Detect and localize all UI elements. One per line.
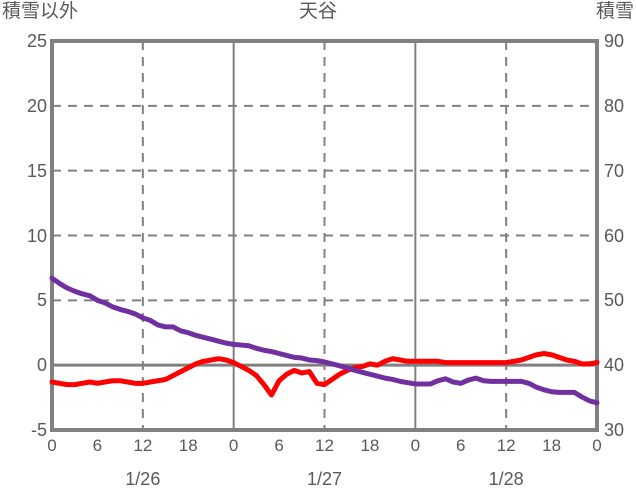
y-axis-tick-right: 90 bbox=[604, 31, 625, 51]
x-axis-tick: 0 bbox=[47, 436, 57, 455]
x-axis-tick: 0 bbox=[410, 436, 421, 455]
series-line-non-snow bbox=[49, 351, 600, 398]
y-axis-tick-right: 60 bbox=[604, 225, 625, 246]
x-axis-tick: 6 bbox=[456, 436, 466, 455]
y-axis-tick-left: 0 bbox=[36, 355, 47, 376]
y-axis-tick-left: 20 bbox=[26, 95, 47, 116]
y-axis-tick-left: 25 bbox=[26, 31, 47, 51]
x-axis-tick: 18 bbox=[360, 436, 380, 455]
x-axis-tick: 12 bbox=[496, 436, 516, 455]
x-axis-day-label: 1/26 bbox=[125, 469, 161, 489]
y-axis-tick-right: 70 bbox=[604, 160, 625, 181]
x-axis-day-label: 1/28 bbox=[488, 469, 524, 489]
left-axis-title: 積雪以外 bbox=[2, 1, 79, 22]
x-axis-tick: 0 bbox=[592, 436, 602, 455]
x-axis-tick: 6 bbox=[92, 436, 103, 455]
y-axis-tick-left: 15 bbox=[26, 160, 47, 181]
x-axis-tick: 12 bbox=[133, 436, 153, 455]
chart-title: 天谷 bbox=[298, 1, 337, 22]
x-axis-tick: 6 bbox=[274, 436, 284, 455]
y-axis-tick-right: 40 bbox=[604, 355, 625, 376]
right-axis-title: 積雪 bbox=[595, 1, 634, 22]
x-axis-day-label: 1/27 bbox=[306, 469, 343, 489]
x-axis-tick: 0 bbox=[228, 436, 239, 455]
y-axis-tick-right: 80 bbox=[604, 95, 625, 116]
y-axis-tick-left: -5 bbox=[30, 420, 47, 440]
series-line-snow-depth bbox=[49, 275, 600, 406]
y-axis-tick-right: 30 bbox=[604, 420, 625, 440]
x-axis-tick: 18 bbox=[178, 436, 198, 455]
plot-frame bbox=[50, 39, 599, 432]
x-axis-tick: 12 bbox=[315, 436, 334, 455]
y-axis-tick-left: 5 bbox=[36, 290, 47, 311]
x-axis-tick: 18 bbox=[542, 436, 562, 455]
y-axis-tick-left: 10 bbox=[26, 225, 47, 246]
y-axis-tick-right: 50 bbox=[604, 290, 625, 311]
